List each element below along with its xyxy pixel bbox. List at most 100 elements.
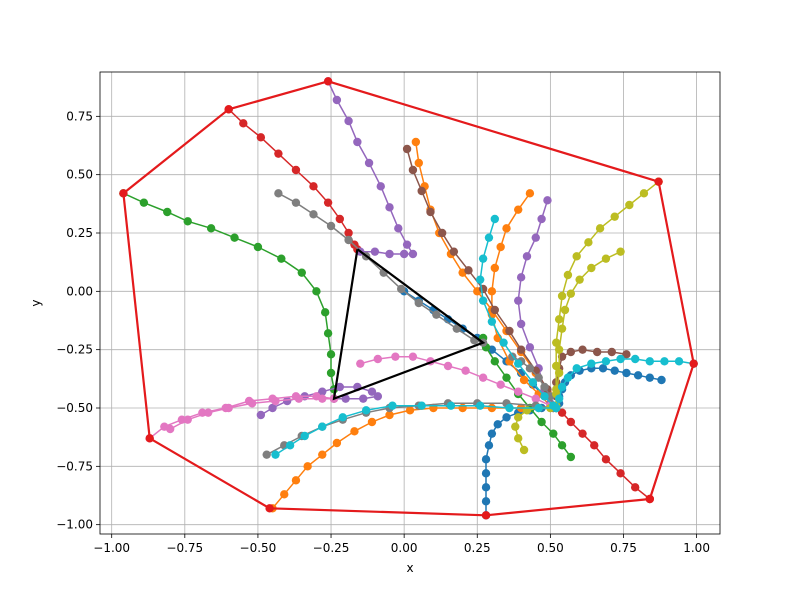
data-point (514, 434, 523, 443)
series-7 (478, 333, 576, 462)
data-point (566, 347, 576, 357)
data-point (344, 116, 353, 126)
data-point (549, 429, 558, 438)
data-point (309, 210, 318, 219)
data-point (165, 424, 175, 434)
data-point (277, 254, 286, 263)
data-point (540, 392, 549, 401)
data-point (359, 394, 368, 403)
data-point (318, 394, 327, 403)
data-point (575, 275, 584, 284)
data-point (496, 242, 505, 252)
data-point (332, 95, 342, 105)
data-point (341, 394, 350, 403)
data-point (320, 308, 330, 317)
data-point (563, 373, 573, 382)
series-line (482, 337, 572, 458)
data-point (537, 417, 546, 427)
data-point (563, 270, 573, 280)
data-point (318, 422, 327, 431)
data-point (464, 266, 473, 275)
data-point (414, 298, 423, 308)
series-line (123, 192, 335, 399)
data-point (487, 317, 497, 326)
data-point (511, 422, 520, 431)
data-point (361, 406, 371, 415)
data-point (607, 347, 616, 357)
data-point (578, 429, 587, 438)
data-point (496, 380, 505, 389)
data-point (280, 490, 289, 499)
data-point (353, 137, 362, 147)
data-point (502, 413, 511, 422)
data-point (490, 214, 500, 224)
data-point (356, 359, 365, 368)
data-point (531, 394, 540, 403)
boundary-vertex (323, 77, 333, 86)
data-point (557, 441, 567, 450)
data-point (554, 368, 564, 378)
data-point (525, 343, 535, 352)
data-point (490, 305, 500, 315)
data-point (519, 375, 529, 385)
y-tick-label: −0.50 (56, 401, 93, 415)
data-point (557, 382, 567, 392)
data-point (385, 203, 394, 212)
grid (100, 72, 720, 534)
data-point (291, 476, 301, 485)
data-point (540, 382, 549, 392)
data-point (587, 263, 596, 273)
triangle-outline (332, 248, 486, 401)
data-point (674, 357, 684, 366)
data-point (493, 420, 502, 429)
data-point (367, 387, 377, 396)
data-point (587, 359, 596, 368)
data-point (394, 224, 403, 233)
data-point (364, 158, 374, 168)
axis-ticks: −1.00 −0.75 −0.50 −0.25 0.00 0.25 0.50 0.75 1.00… (56, 109, 710, 555)
data-point (449, 247, 459, 256)
data-point (616, 469, 625, 478)
data-point (385, 249, 394, 259)
y-tick-label: −0.75 (56, 459, 93, 473)
data-point (499, 338, 508, 347)
data-point (446, 401, 456, 410)
data-point (481, 455, 491, 464)
data-point (326, 350, 336, 359)
data-point (230, 233, 239, 242)
data-point (388, 401, 397, 410)
data-point (639, 189, 649, 198)
data-point (487, 429, 497, 438)
data-point (595, 224, 605, 233)
data-point (598, 364, 608, 373)
data-point (487, 403, 497, 413)
y-tick-label: 0.00 (66, 284, 93, 298)
data-point (163, 207, 172, 217)
data-point (183, 415, 192, 424)
boundary-vertex (645, 494, 655, 504)
x-tick-label: 0.75 (610, 541, 637, 555)
data-point (285, 441, 295, 450)
x-tick-label: −1.00 (93, 541, 130, 555)
data-point (399, 249, 409, 259)
data-point (291, 165, 301, 175)
data-point (391, 352, 400, 361)
x-tick-label: −0.50 (240, 541, 277, 555)
data-point (610, 212, 619, 221)
data-point (432, 310, 441, 319)
data-point (528, 378, 538, 387)
x-tick-label: 0.25 (464, 541, 491, 555)
boundary-vertex (145, 434, 154, 443)
data-point (481, 497, 491, 506)
data-point (370, 247, 380, 256)
data-point (478, 296, 488, 305)
data-point (475, 401, 485, 410)
data-point (552, 403, 561, 413)
boundary-vertex (481, 511, 491, 520)
data-point (525, 364, 535, 373)
data-point (490, 357, 500, 366)
data-point (408, 165, 418, 175)
data-point (323, 198, 333, 207)
data-point (206, 224, 216, 233)
data-point (309, 182, 318, 191)
